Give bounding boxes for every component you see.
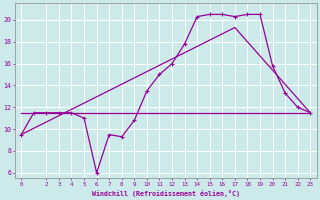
- X-axis label: Windchill (Refroidissement éolien,°C): Windchill (Refroidissement éolien,°C): [92, 190, 240, 197]
